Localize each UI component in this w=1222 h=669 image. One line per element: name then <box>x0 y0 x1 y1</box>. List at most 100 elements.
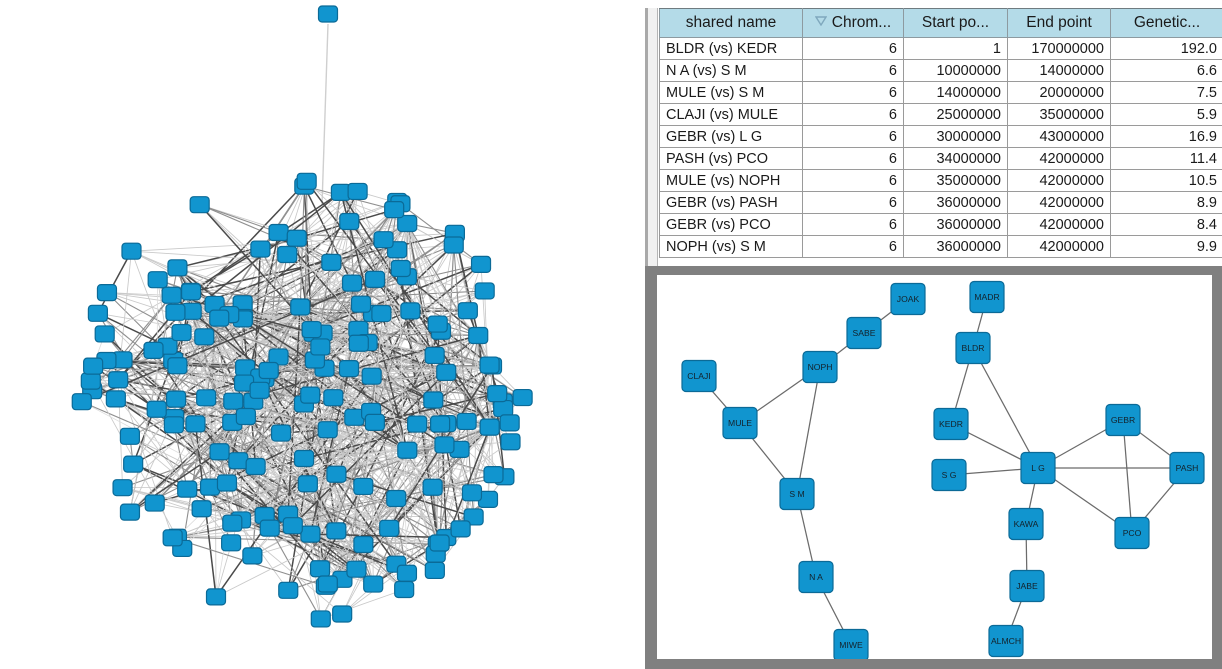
network-node[interactable] <box>177 480 198 498</box>
network-edge[interactable] <box>195 191 358 425</box>
network-edge[interactable] <box>173 424 188 490</box>
network-node[interactable] <box>194 328 215 346</box>
network-node-almch[interactable]: ALMCH <box>988 624 1024 658</box>
network-node[interactable] <box>162 529 183 547</box>
network-node[interactable] <box>282 517 303 535</box>
network-edge[interactable] <box>177 244 454 269</box>
network-edge[interactable] <box>204 282 353 338</box>
network-node[interactable] <box>83 357 104 375</box>
network-node[interactable] <box>512 388 533 407</box>
network-node[interactable] <box>189 196 210 214</box>
network-edge[interactable] <box>269 474 494 529</box>
network-node[interactable] <box>165 303 186 321</box>
network-node-sabe[interactable]: SABE <box>846 316 882 350</box>
network-node[interactable] <box>146 400 167 418</box>
network-node[interactable] <box>300 525 321 543</box>
subnetwork-graph[interactable]: CLAJI MULE NOPH SABE JOAK S M N A MIWE MADR BLDR K… <box>657 275 1212 659</box>
network-node[interactable] <box>394 580 415 599</box>
network-node[interactable] <box>361 367 382 385</box>
network-node-joak[interactable]: JOAK <box>890 282 926 316</box>
network-node[interactable] <box>350 295 372 313</box>
network-node[interactable] <box>165 390 187 408</box>
network-node[interactable] <box>424 346 445 365</box>
sort-descending-icon[interactable] <box>814 16 827 26</box>
network-edge[interactable] <box>360 304 475 518</box>
network-node[interactable] <box>493 399 514 418</box>
network-node[interactable] <box>339 212 360 231</box>
network-node[interactable] <box>346 560 367 578</box>
network-edge[interactable] <box>445 372 491 428</box>
network-node[interactable] <box>338 360 360 378</box>
network-node[interactable] <box>450 520 471 538</box>
network-node[interactable] <box>270 424 292 442</box>
network-edge[interactable] <box>380 244 455 315</box>
network-edge[interactable] <box>1122 419 1133 534</box>
network-node[interactable] <box>310 610 331 628</box>
network-edge[interactable] <box>453 244 475 517</box>
network-node[interactable] <box>371 304 392 323</box>
network-node[interactable] <box>222 514 243 532</box>
network-node[interactable] <box>483 466 504 484</box>
network-node[interactable] <box>209 443 230 461</box>
network-node-l-g[interactable]: L G <box>1020 451 1056 485</box>
network-node-s-g[interactable]: S G <box>931 458 967 492</box>
network-node[interactable] <box>223 392 244 410</box>
network-node-pco[interactable]: PCO <box>1114 516 1150 550</box>
table-body[interactable]: BLDR (vs) KEDR 6 1 170000000 192.0 N A (vs) S… <box>659 37 1222 258</box>
network-edge[interactable] <box>118 329 312 381</box>
network-node[interactable] <box>390 259 411 278</box>
network-node[interactable] <box>293 449 315 468</box>
network-node[interactable] <box>310 338 331 356</box>
network-node[interactable] <box>167 259 188 277</box>
network-node[interactable] <box>422 478 443 496</box>
network-node[interactable] <box>397 441 418 459</box>
network-edge[interactable] <box>796 366 821 495</box>
network-node-noph[interactable]: NOPH <box>802 350 838 384</box>
network-edge[interactable] <box>396 201 482 265</box>
network-edge[interactable] <box>132 254 288 465</box>
network-node[interactable] <box>119 503 141 521</box>
network-node-miwe[interactable]: MIWE <box>833 628 869 660</box>
network-node[interactable] <box>242 547 263 565</box>
network-node[interactable] <box>123 455 144 473</box>
network-node[interactable] <box>436 363 457 381</box>
network-edge[interactable] <box>300 306 523 398</box>
network-edge[interactable] <box>122 294 173 361</box>
network-node[interactable] <box>300 386 321 404</box>
network-edge[interactable] <box>406 276 485 292</box>
network-node[interactable] <box>221 534 242 552</box>
network-node[interactable] <box>386 489 407 508</box>
network-edge[interactable] <box>233 400 494 476</box>
network-node[interactable] <box>181 283 202 301</box>
network-edge[interactable] <box>319 411 372 569</box>
network-node[interactable] <box>191 500 212 518</box>
network-node[interactable] <box>347 182 368 201</box>
network-node[interactable] <box>457 302 478 320</box>
network-edge[interactable] <box>117 379 174 538</box>
network-node[interactable] <box>470 255 492 273</box>
network-edge[interactable] <box>288 536 447 591</box>
network-node[interactable] <box>479 356 500 374</box>
network-node[interactable] <box>163 416 184 434</box>
network-node[interactable] <box>443 236 464 254</box>
network-node[interactable] <box>94 325 115 343</box>
network-node[interactable] <box>147 271 168 289</box>
column-header-shared-name[interactable]: shared name <box>659 8 803 38</box>
network-node[interactable] <box>384 201 405 219</box>
network-node[interactable] <box>143 341 164 359</box>
network-node[interactable] <box>468 326 489 345</box>
network-node[interactable] <box>216 474 238 492</box>
network-node[interactable] <box>268 223 289 242</box>
network-edge[interactable] <box>300 306 493 367</box>
network-edge[interactable] <box>122 487 233 524</box>
network-node[interactable] <box>205 588 227 606</box>
table-row[interactable]: PASH (vs) PCO 6 34000000 42000000 11.4 <box>659 147 1222 170</box>
network-node[interactable] <box>379 519 400 537</box>
table-row[interactable]: MULE (vs) NOPH 6 35000000 42000000 10.5 <box>659 169 1222 192</box>
network-node[interactable] <box>373 231 394 249</box>
network-node[interactable] <box>277 245 298 264</box>
network-node-kedr[interactable]: KEDR <box>933 407 969 441</box>
network-node[interactable] <box>348 334 369 352</box>
network-node[interactable] <box>87 304 108 322</box>
network-node[interactable] <box>424 561 445 580</box>
